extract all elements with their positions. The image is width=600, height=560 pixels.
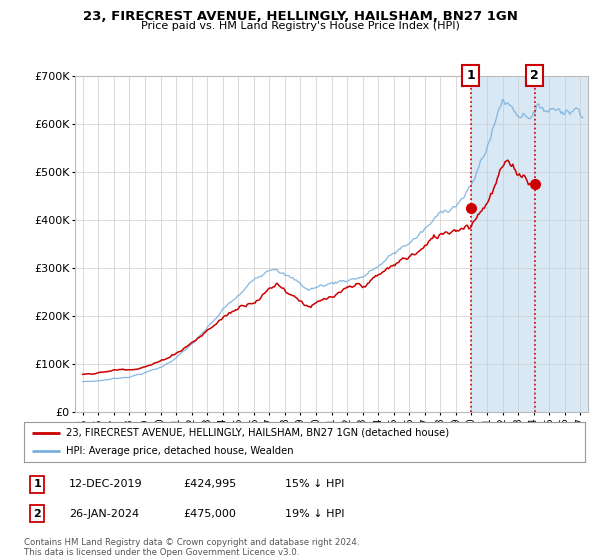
Text: 1: 1 — [466, 69, 475, 82]
Text: 12-DEC-2019: 12-DEC-2019 — [69, 479, 143, 489]
Text: £475,000: £475,000 — [183, 508, 236, 519]
Text: 2: 2 — [530, 69, 539, 82]
Text: 15% ↓ HPI: 15% ↓ HPI — [285, 479, 344, 489]
Bar — [470, 76, 588, 412]
Text: Contains HM Land Registry data © Crown copyright and database right 2024.
This d: Contains HM Land Registry data © Crown c… — [24, 538, 359, 557]
Text: 23, FIRECREST AVENUE, HELLINGLY, HAILSHAM, BN27 1GN (detached house): 23, FIRECREST AVENUE, HELLINGLY, HAILSHA… — [66, 428, 449, 437]
Text: 2: 2 — [34, 508, 41, 519]
Text: HPI: Average price, detached house, Wealden: HPI: Average price, detached house, Weal… — [66, 446, 294, 456]
Text: 23, FIRECREST AVENUE, HELLINGLY, HAILSHAM, BN27 1GN: 23, FIRECREST AVENUE, HELLINGLY, HAILSHA… — [83, 10, 517, 23]
Text: Price paid vs. HM Land Registry's House Price Index (HPI): Price paid vs. HM Land Registry's House … — [140, 21, 460, 31]
Text: 26-JAN-2024: 26-JAN-2024 — [69, 508, 139, 519]
Text: 1: 1 — [34, 479, 41, 489]
Text: 19% ↓ HPI: 19% ↓ HPI — [285, 508, 344, 519]
Text: £424,995: £424,995 — [183, 479, 236, 489]
